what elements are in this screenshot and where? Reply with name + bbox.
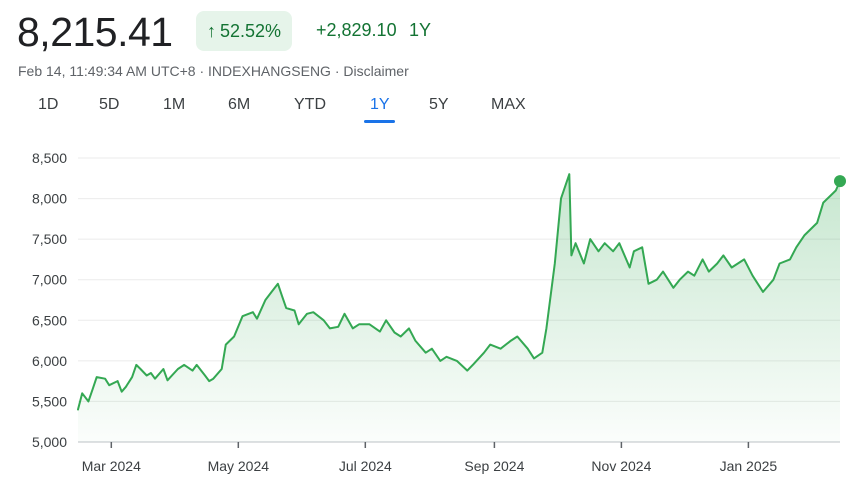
y-tick-label: 8,000 [32, 191, 67, 207]
symbol: INDEXHANGSENG [208, 63, 331, 79]
quote-meta: Feb 14, 11:49:34 AM UTC+8 · INDEXHANGSEN… [18, 63, 409, 79]
x-tick-label: Sep 2024 [464, 458, 524, 474]
x-tick-label: Jan 2025 [720, 458, 778, 474]
disclaimer-link[interactable]: Disclaimer [343, 63, 409, 79]
y-tick-label: 6,000 [32, 353, 67, 369]
tab-5d[interactable]: 5D [99, 96, 120, 113]
tab-1d[interactable]: 1D [38, 96, 59, 113]
y-tick-label: 7,500 [32, 231, 67, 247]
tab-1y[interactable]: 1Y [370, 96, 390, 113]
tab-1m[interactable]: 1M [163, 96, 186, 113]
x-tick-label: Mar 2024 [82, 458, 141, 474]
arrow-up-icon: ↑ [207, 20, 216, 41]
tab-ytd[interactable]: YTD [294, 96, 326, 113]
active-tab-indicator [364, 120, 395, 123]
change-period: 1Y [409, 20, 432, 40]
percent-change-value: 52.52% [220, 20, 282, 41]
current-price: 8,215.41 [17, 9, 173, 55]
x-tick-label: May 2024 [208, 458, 270, 474]
absolute-change: +2,829.10 [316, 20, 397, 40]
price-chart[interactable]: 5,000 5,500 6,000 6,500 7,000 7,500 8,000 8,500… [0, 140, 860, 490]
percent-change-badge: ↑ 52.52% [196, 11, 293, 51]
price-area-fill [78, 174, 840, 442]
tab-5y[interactable]: 5Y [429, 96, 449, 113]
y-tick-label: 5,000 [32, 434, 67, 450]
tab-max[interactable]: MAX [491, 96, 526, 113]
timestamp: Feb 14, 11:49:34 AM UTC+8 [18, 63, 196, 79]
current-price-marker [834, 175, 846, 188]
x-tick-label: Jul 2024 [339, 458, 392, 474]
x-tick-label: Nov 2024 [591, 458, 651, 474]
meta-separator: · [330, 63, 344, 79]
y-tick-label: 6,500 [32, 312, 67, 328]
y-tick-label: 5,500 [32, 393, 67, 409]
tab-6m[interactable]: 6M [228, 96, 251, 113]
y-tick-label: 8,500 [32, 150, 67, 166]
y-tick-label: 7,000 [32, 272, 67, 288]
meta-separator: · [195, 63, 209, 79]
price-line [77, 173, 841, 411]
